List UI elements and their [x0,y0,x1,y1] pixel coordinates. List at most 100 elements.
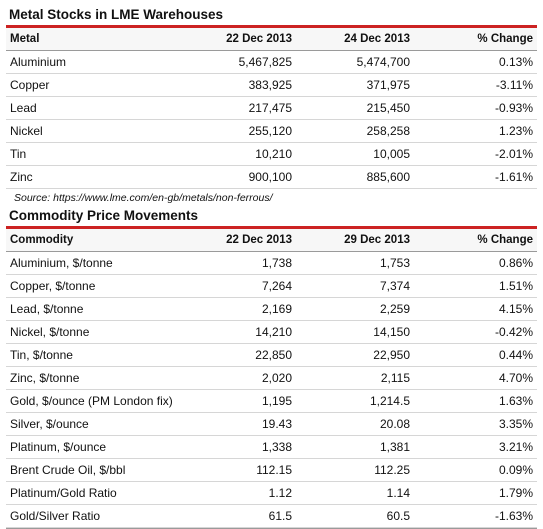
table-cell: 22,950 [296,343,414,367]
row-label: Lead, $/tonne [6,297,196,321]
row-label: Aluminium [6,50,156,74]
table-cell: 1,338 [196,435,296,459]
column-header-date-1: 22 Dec 2013 [156,28,296,51]
commodity-prices-title: Commodity Price Movements [6,206,537,229]
table-cell: 217,475 [156,96,296,120]
column-header-date-1: 22 Dec 2013 [196,229,296,252]
row-label: Brent Crude Oil, $/bbl [6,458,196,482]
table-cell: 900,100 [156,165,296,189]
row-label: Aluminium, $/tonne [6,251,196,275]
row-label: Gold, $/ounce (PM London fix) [6,389,196,413]
table-cell: 3.35% [414,412,537,436]
table-cell: 7,264 [196,274,296,298]
row-label: Platinum, $/ounce [6,435,196,459]
column-header-date-2: 24 Dec 2013 [296,28,414,51]
table-cell: 0.44% [414,343,537,367]
table-cell: 2,259 [296,297,414,321]
table-cell: 112.15 [196,458,296,482]
table-row: Aluminium 5,467,825 5,474,700 0.13% [6,50,537,74]
table-cell: 10,210 [156,142,296,166]
table-cell: 1.63% [414,389,537,413]
table-cell: 14,150 [296,320,414,344]
table-cell: 60.5 [296,504,414,528]
column-header-change: % Change [414,28,537,51]
table-cell: 371,975 [296,73,414,97]
table-cell: 19.43 [196,412,296,436]
commodity-prices-section: Commodity Price Movements Commodity 22 D… [6,206,537,529]
column-header-date-2: 29 Dec 2013 [296,229,414,252]
row-label: Zinc [6,165,156,189]
table-cell: 14,210 [196,320,296,344]
table-cell: 0.09% [414,458,537,482]
row-label: Silver, $/ounce [6,412,196,436]
table-cell: 258,258 [296,119,414,143]
table-row: Gold/Silver Ratio 61.5 60.5 -1.63% [6,504,537,528]
row-label: Tin [6,142,156,166]
table-cell: 215,450 [296,96,414,120]
table-cell: -0.42% [414,320,537,344]
table-cell: -0.93% [414,96,537,120]
table-cell: 1,195 [196,389,296,413]
table-cell: 1,381 [296,435,414,459]
table-cell: 1,738 [196,251,296,275]
table-row: Tin 10,210 10,005 -2.01% [6,142,537,166]
table-cell: 2,020 [196,366,296,390]
table-row: Platinum, $/ounce 1,338 1,381 3.21% [6,435,537,459]
column-header-change: % Change [414,229,537,252]
table-cell: 5,474,700 [296,50,414,74]
metal-stocks-body: Aluminium 5,467,825 5,474,700 0.13% Copper 38… [6,50,537,189]
table-cell: 383,925 [156,73,296,97]
table-row: Lead, $/tonne 2,169 2,259 4.15% [6,297,537,321]
table-row: Nickel 255,120 258,258 1.23% [6,119,537,143]
metal-stocks-section: Metal Stocks in LME Warehouses Metal 22 … [6,5,537,207]
table-cell: 0.13% [414,50,537,74]
table-row: Gold, $/ounce (PM London fix) 1,195 1,214.… [6,389,537,413]
row-label: Gold/Silver Ratio [6,504,196,528]
table-row: Aluminium, $/tonne 1,738 1,753 0.86% [6,251,537,275]
table-cell: 61.5 [196,504,296,528]
table-cell: -1.61% [414,165,537,189]
row-label: Nickel [6,119,156,143]
row-label: Zinc, $/tonne [6,366,196,390]
row-label: Lead [6,96,156,120]
metal-stocks-title: Metal Stocks in LME Warehouses [6,5,537,28]
table-cell: 255,120 [156,119,296,143]
table-cell: 4.15% [414,297,537,321]
commodity-prices-body: Aluminium, $/tonne 1,738 1,753 0.86% Copper,… [6,251,537,528]
commodity-prices-table: Commodity 22 Dec 2013 29 Dec 2013 % Chan… [6,229,537,528]
row-label: Nickel, $/tonne [6,320,196,344]
table-cell: 5,467,825 [156,50,296,74]
table-row: Zinc 900,100 885,600 -1.61% [6,165,537,189]
table-cell: 4.70% [414,366,537,390]
table-cell: 112.25 [296,458,414,482]
table-header-row: Commodity 22 Dec 2013 29 Dec 2013 % Chan… [6,229,537,252]
source-note: Source: https://www.lme.com/en-gb/metals… [14,192,273,204]
table-cell: 1.51% [414,274,537,298]
row-label: Copper, $/tonne [6,274,196,298]
table-cell: 22,850 [196,343,296,367]
table-cell: -3.11% [414,73,537,97]
table-cell: 20.08 [296,412,414,436]
table-row: Tin, $/tonne 22,850 22,950 0.44% [6,343,537,367]
row-label: Copper [6,73,156,97]
row-label: Tin, $/tonne [6,343,196,367]
table-cell: 2,115 [296,366,414,390]
table-cell: 2,169 [196,297,296,321]
table-row: Lead 217,475 215,450 -0.93% [6,96,537,120]
table-row: Copper 383,925 371,975 -3.11% [6,73,537,97]
table-row: Brent Crude Oil, $/bbl 112.15 112.25 0.09% [6,458,537,482]
table-header-row: Metal 22 Dec 2013 24 Dec 2013 % Change [6,28,537,51]
table-row: Copper, $/tonne 7,264 7,374 1.51% [6,274,537,298]
column-header-commodity: Commodity [6,229,196,252]
table-row: Zinc, $/tonne 2,020 2,115 4.70% [6,366,537,390]
page: Metal Stocks in LME Warehouses Metal 22 … [6,5,537,529]
table-row: Nickel, $/tonne 14,210 14,150 -0.42% [6,320,537,344]
metal-stocks-table: Metal 22 Dec 2013 24 Dec 2013 % Change A… [6,28,537,189]
table-cell: -1.63% [414,504,537,528]
table-cell: 1.23% [414,119,537,143]
table-cell: 885,600 [296,165,414,189]
table-cell: -2.01% [414,142,537,166]
column-header-metal: Metal [6,28,156,51]
table-cell: 1,214.5 [296,389,414,413]
table-row: Silver, $/ounce 19.43 20.08 3.35% [6,412,537,436]
